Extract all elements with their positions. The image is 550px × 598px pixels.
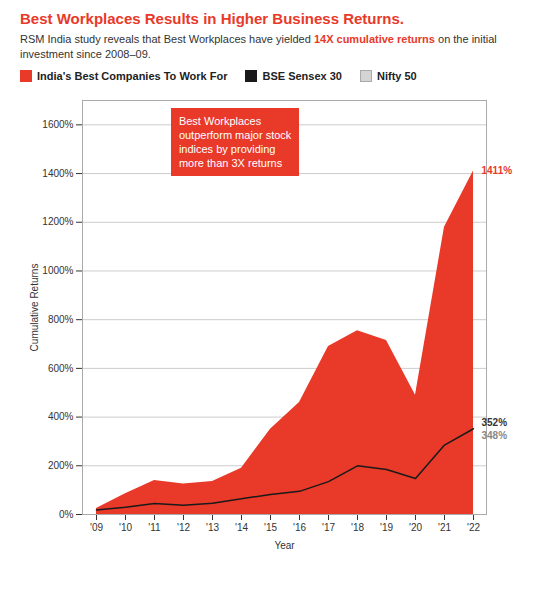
html-text:India's Best Companies To Work: India's Best Companies To Work For — [37, 70, 228, 82]
html-text:BSE Sensex 30: BSE Sensex 30 — [262, 70, 342, 82]
svg-text:1600%: 1600% — [42, 119, 73, 130]
svg-text:'20: '20 — [409, 522, 422, 533]
svg-text:'19: '19 — [380, 522, 393, 533]
html-text:Nifty 50: Nifty 50 — [377, 70, 417, 82]
svg-text:'15: '15 — [264, 522, 277, 533]
svg-text:'21: '21 — [438, 522, 451, 533]
html-text:Best Workplaces Results in Hig: Best Workplaces Results in Higher Busine… — [20, 10, 404, 27]
html-text:Best Workplaces outperform maj: Best Workplaces outperform major stock i… — [178, 115, 292, 169]
svg-text:200%: 200% — [48, 460, 74, 471]
html-text:RSM India study reveals that B: RSM India study reveals that Best Workpl… — [20, 33, 497, 60]
svg-text:0%: 0% — [59, 509, 74, 520]
svg-text:800%: 800% — [48, 314, 74, 325]
svg-text:'12: '12 — [177, 522, 190, 533]
svg-text:1400%: 1400% — [42, 168, 73, 179]
svg-text:'17: '17 — [322, 522, 335, 533]
svg-text:352%: 352% — [482, 417, 508, 428]
svg-text:400%: 400% — [48, 411, 74, 422]
svg-text:'10: '10 — [119, 522, 132, 533]
svg-text:'11: '11 — [148, 522, 161, 533]
svg-text:348%: 348% — [482, 430, 508, 441]
svg-text:'22: '22 — [467, 522, 480, 533]
svg-text:600%: 600% — [48, 363, 74, 374]
svg-text:'14: '14 — [235, 522, 248, 533]
svg-text:'16: '16 — [293, 522, 306, 533]
svg-text:'09: '09 — [90, 522, 103, 533]
svg-text:Year: Year — [274, 540, 295, 551]
svg-text:Cumulative Returns: Cumulative Returns — [29, 264, 40, 352]
svg-text:1200%: 1200% — [42, 216, 73, 227]
svg-text:1411%: 1411% — [482, 165, 513, 176]
svg-text:'18: '18 — [351, 522, 364, 533]
svg-text:'13: '13 — [206, 522, 219, 533]
svg-text:1000%: 1000% — [42, 265, 73, 276]
